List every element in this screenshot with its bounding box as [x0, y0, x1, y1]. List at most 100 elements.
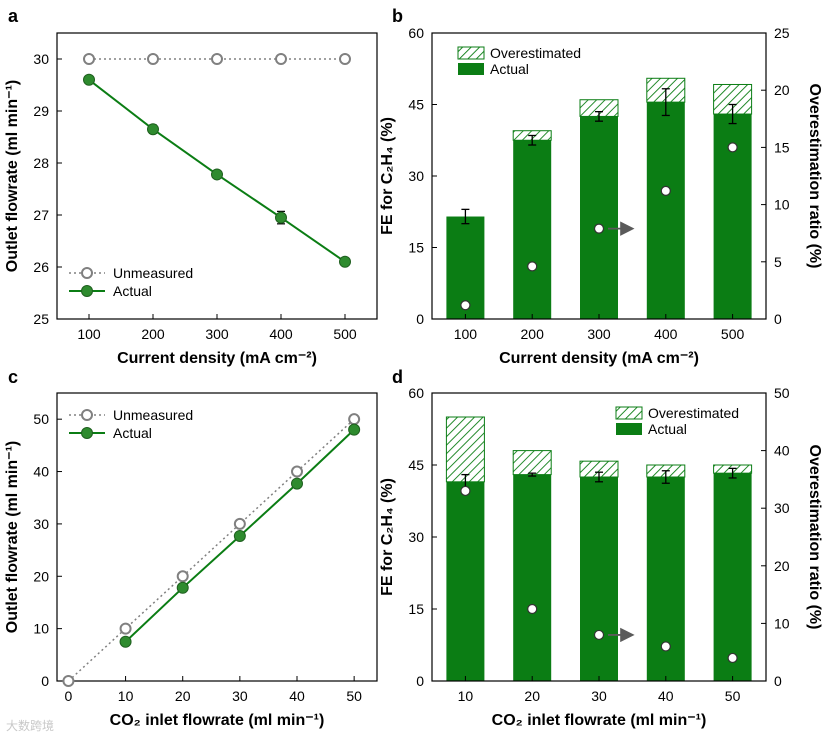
- x-tick-label-a: 300: [205, 326, 229, 342]
- ratio-point-d: [593, 629, 605, 641]
- legend-marker-actual-c: [81, 427, 93, 439]
- data-point-actual-c: [119, 635, 132, 648]
- bar-actual-b: [513, 140, 552, 319]
- bar-actual-d: [713, 473, 752, 681]
- x-tick-label-b: 100: [454, 326, 478, 342]
- x-tick-label-a: 500: [333, 326, 357, 342]
- ratio-point-b: [727, 142, 738, 153]
- panel-letter-a: a: [8, 6, 19, 26]
- x-tick-label-b: 400: [654, 326, 678, 342]
- legend-label-overestimated-b: Overestimated: [490, 45, 581, 61]
- data-point-unmeasured-c: [62, 675, 75, 687]
- legend-swatch-overestimated-b: [457, 46, 485, 60]
- y-tick-label-right-b: 5: [774, 254, 782, 270]
- data-point-actual-c: [233, 529, 246, 542]
- y-tick-label-left-b: 45: [408, 97, 424, 113]
- x-tick-label-c: 40: [289, 688, 305, 704]
- x-tick-label-b: 300: [587, 326, 611, 342]
- legend-label-actual-c: Actual: [113, 425, 152, 441]
- y-tick-label-left-a: 28: [33, 155, 49, 171]
- y-tick-label-left-a: 25: [33, 311, 49, 327]
- data-point-unmeasured-a: [83, 53, 95, 65]
- y-tick-label-left-a: 26: [33, 259, 49, 275]
- y-tick-label-right-d: 20: [774, 558, 790, 574]
- ratio-point-d: [727, 652, 738, 664]
- ratio-point-d: [527, 603, 538, 615]
- bar-actual-d: [513, 474, 552, 681]
- y-tick-label-left-d: 60: [408, 385, 424, 401]
- series-line-unmeasured-c: [67, 418, 355, 682]
- y-tick-label-right-d: 0: [774, 673, 782, 689]
- y-tick-label-left-c: 0: [41, 673, 49, 689]
- data-point-unmeasured-a: [339, 53, 351, 65]
- legend-label-unmeasured-c: Unmeasured: [113, 407, 193, 423]
- legend-marker-actual-a: [81, 285, 93, 297]
- data-point-actual-c: [348, 423, 361, 436]
- legend-label-overestimated-d: Overestimated: [648, 405, 739, 421]
- y-axis-label-d: FE for C₂H₄ (%): [379, 478, 396, 596]
- y-tick-label-right-b: 0: [774, 311, 782, 327]
- y-tick-label-right-d: 50: [774, 385, 790, 401]
- ratio-point-b: [527, 261, 538, 272]
- legend-swatch-actual-d: [616, 423, 642, 435]
- y-axis-label-b: FE for C₂H₄ (%): [379, 117, 396, 235]
- data-point-unmeasured-a: [211, 53, 223, 65]
- legend-label-actual-a: Actual: [113, 283, 152, 299]
- y-tick-label-right-b: 15: [774, 139, 790, 155]
- y-axis-label-right-d: Overestimation ratio (%): [806, 445, 823, 630]
- y-tick-label-right-b: 20: [774, 82, 790, 98]
- y-tick-label-left-d: 0: [416, 673, 424, 689]
- y-axis-label-a: Outlet flowrate (ml min⁻¹): [4, 80, 21, 272]
- watermark-text: 大数跨境: [6, 718, 54, 733]
- data-point-actual-a: [83, 73, 95, 86]
- y-tick-label-left-b: 60: [408, 25, 424, 41]
- data-point-actual-a: [339, 255, 351, 268]
- y-tick-label-left-a: 30: [33, 51, 49, 67]
- x-tick-label-d: 30: [591, 688, 607, 704]
- panel-d-bar-chart: 10 20 30 40 50 0 15 30 45 60 0 10 20 30 40 50 CO₂ inlet …: [379, 385, 823, 729]
- bar-overestimated-d: [445, 416, 485, 483]
- ratio-point-b: [460, 300, 471, 311]
- legend-marker-unmeasured-c: [81, 409, 93, 421]
- data-point-actual-a: [147, 123, 159, 136]
- bar-overestimated-d: [512, 450, 552, 476]
- y-tick-label-left-c: 30: [33, 516, 49, 532]
- bar-actual-b: [580, 116, 618, 320]
- panel-c-line-chart: 0 10 20 30 40 50 0 10 20 30 40 50 CO₂ inlet flowrate…: [4, 392, 378, 729]
- x-tick-label-c: 0: [65, 688, 73, 704]
- y-tick-label-left-d: 15: [408, 601, 424, 617]
- data-point-unmeasured-c: [291, 465, 303, 478]
- y-tick-label-left-b: 30: [408, 168, 424, 184]
- y-tick-label-right-b: 10: [774, 197, 790, 213]
- x-tick-label-c: 50: [346, 688, 362, 704]
- plot-frame-c: [56, 392, 378, 682]
- panel-letter-c: c: [8, 367, 18, 387]
- bar-actual-d: [446, 481, 485, 681]
- panel-letter-b: b: [392, 6, 403, 26]
- x-tick-label-d: 50: [725, 688, 741, 704]
- y-tick-label-left-b: 0: [416, 311, 424, 327]
- x-tick-label-b: 500: [721, 326, 745, 342]
- legend-marker-unmeasured-a: [81, 267, 93, 279]
- x-tick-label-a: 400: [269, 326, 293, 342]
- panel-a-line-chart: 25 26 27 28 29 30 100 200 300 400 500 Current densi…: [4, 32, 378, 367]
- data-point-actual-c: [176, 581, 189, 594]
- y-tick-label-left-c: 20: [33, 568, 49, 584]
- ratio-point-d: [460, 485, 471, 497]
- x-tick-label-a: 200: [141, 326, 165, 342]
- legend-swatch-overestimated-d: [615, 406, 643, 420]
- data-point-actual-a: [211, 168, 223, 181]
- ratio-point-b: [660, 185, 671, 196]
- y-tick-label-right-b: 25: [774, 25, 790, 41]
- y-tick-label-left-a: 27: [33, 207, 49, 223]
- y-tick-label-left-d: 45: [408, 457, 424, 473]
- y-tick-label-right-d: 30: [774, 500, 790, 516]
- y-tick-label-left-b: 15: [408, 240, 424, 256]
- y-tick-label-left-c: 40: [33, 464, 49, 480]
- x-tick-label-b: 200: [521, 326, 545, 342]
- bar-actual-b: [646, 102, 685, 319]
- x-axis-label-d: CO₂ inlet flowrate (ml min⁻¹): [492, 712, 707, 729]
- x-axis-label-b: Current density (mA cm⁻²): [499, 350, 699, 367]
- data-point-unmeasured-c: [176, 570, 189, 583]
